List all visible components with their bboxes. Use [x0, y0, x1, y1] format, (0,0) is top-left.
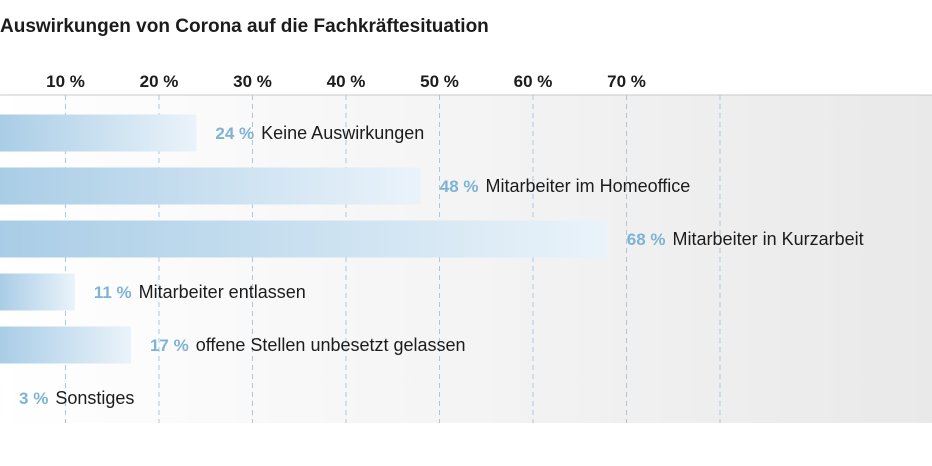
value-label: 11 %: [94, 283, 132, 302]
x-tick-label: 10 %: [46, 72, 85, 91]
value-label: 3 %: [19, 389, 48, 408]
x-tick-label: 30 %: [233, 72, 272, 91]
x-tick-label: 60 %: [514, 72, 553, 91]
bar-label: 3 % Sonstiges: [19, 388, 134, 408]
bar: [0, 167, 421, 205]
bar: [0, 273, 75, 311]
value-label: 48 %: [440, 177, 479, 196]
category-label: offene Stellen unbesetzt gelassen: [196, 335, 466, 355]
category-label: Keine Auswirkungen: [261, 123, 424, 143]
bar-label: 11 % Mitarbeiter entlassen: [94, 282, 306, 302]
value-label: 17 %: [150, 336, 189, 355]
value-label: 24 %: [215, 124, 254, 143]
bar: [0, 114, 197, 152]
bar-label: 68 % Mitarbeiter in Kurzarbeit: [627, 229, 864, 249]
category-label: Mitarbeiter in Kurzarbeit: [673, 229, 864, 249]
bar: [0, 220, 608, 258]
x-tick-label: 50 %: [420, 72, 459, 91]
bar-label: 24 % Keine Auswirkungen: [215, 123, 424, 143]
bar-label: 17 % offene Stellen unbesetzt gelassen: [150, 335, 466, 355]
x-tick-label: 20 %: [140, 72, 179, 91]
category-label: Mitarbeiter entlassen: [139, 282, 306, 302]
bar-label: 48 % Mitarbeiter im Homeoffice: [440, 176, 690, 196]
x-tick-label: 40 %: [327, 72, 366, 91]
bar: [0, 326, 131, 364]
chart-title: Auswirkungen von Corona auf die Fachkräf…: [0, 16, 489, 37]
value-label: 68 %: [627, 230, 666, 249]
x-tick-label: 70 %: [607, 72, 646, 91]
category-label: Mitarbeiter im Homeoffice: [486, 176, 691, 196]
category-label: Sonstiges: [55, 388, 134, 408]
